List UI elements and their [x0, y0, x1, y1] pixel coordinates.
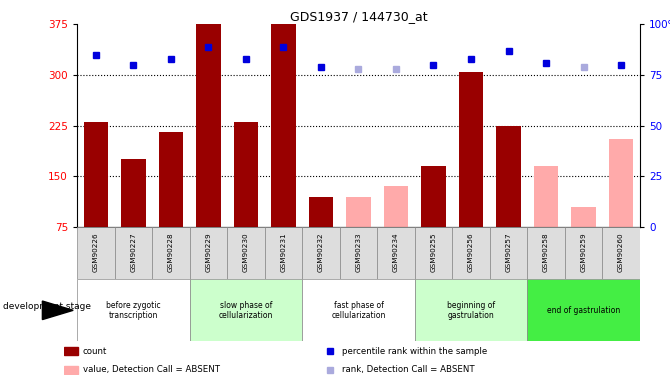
Text: GSM90259: GSM90259	[581, 232, 586, 272]
Bar	[377, 227, 415, 279]
Bar	[490, 227, 527, 279]
Bar	[534, 166, 558, 227]
Bar	[527, 279, 640, 341]
Bar	[421, 166, 446, 227]
Bar	[346, 196, 371, 227]
Text: GSM90228: GSM90228	[168, 232, 174, 272]
Bar	[271, 24, 295, 227]
Bar	[64, 366, 78, 374]
Bar	[234, 122, 258, 227]
Title: GDS1937 / 144730_at: GDS1937 / 144730_at	[289, 10, 427, 23]
Bar	[159, 132, 183, 227]
Bar	[302, 227, 340, 279]
Bar	[190, 227, 227, 279]
Text: GSM90227: GSM90227	[131, 232, 136, 272]
Text: before zygotic
transcription: before zygotic transcription	[106, 301, 161, 320]
Text: GSM90256: GSM90256	[468, 232, 474, 272]
Bar	[227, 227, 265, 279]
Text: GSM90230: GSM90230	[243, 232, 249, 272]
Bar	[609, 139, 633, 227]
Bar	[265, 227, 302, 279]
Bar	[415, 227, 452, 279]
Text: count: count	[82, 347, 107, 356]
Bar	[196, 24, 220, 227]
Text: GSM90255: GSM90255	[431, 232, 436, 272]
Text: slow phase of
cellularization: slow phase of cellularization	[218, 301, 273, 320]
Bar	[415, 279, 527, 341]
Bar	[527, 227, 565, 279]
Bar	[302, 279, 415, 341]
Text: GSM90232: GSM90232	[318, 232, 324, 272]
Bar	[77, 227, 115, 279]
Bar	[152, 227, 190, 279]
Bar	[384, 186, 408, 227]
Bar	[572, 207, 596, 227]
Bar	[340, 227, 377, 279]
Bar	[565, 227, 602, 279]
Text: GSM90226: GSM90226	[93, 232, 98, 272]
Text: fast phase of
cellularization: fast phase of cellularization	[331, 301, 386, 320]
Bar	[309, 196, 333, 227]
Text: end of gastrulation: end of gastrulation	[547, 306, 620, 315]
Text: development stage: development stage	[3, 302, 91, 311]
Text: GSM90260: GSM90260	[618, 232, 624, 272]
Text: beginning of
gastrulation: beginning of gastrulation	[447, 301, 495, 320]
Bar	[77, 279, 190, 341]
Text: GSM90258: GSM90258	[543, 232, 549, 272]
Bar	[496, 126, 521, 227]
Text: GSM90233: GSM90233	[356, 232, 361, 272]
Text: GSM90229: GSM90229	[206, 232, 211, 272]
Text: percentile rank within the sample: percentile rank within the sample	[342, 347, 487, 356]
Bar	[452, 227, 490, 279]
Text: GSM90231: GSM90231	[281, 232, 286, 272]
Polygon shape	[42, 301, 73, 320]
Bar	[459, 72, 483, 227]
Bar	[121, 159, 145, 227]
Bar	[84, 122, 108, 227]
Bar	[602, 227, 640, 279]
Bar	[190, 279, 302, 341]
Text: GSM90257: GSM90257	[506, 232, 511, 272]
Text: value, Detection Call = ABSENT: value, Detection Call = ABSENT	[82, 365, 220, 374]
Bar	[115, 227, 152, 279]
Text: rank, Detection Call = ABSENT: rank, Detection Call = ABSENT	[342, 365, 474, 374]
Bar	[64, 347, 78, 355]
Text: GSM90234: GSM90234	[393, 232, 399, 272]
